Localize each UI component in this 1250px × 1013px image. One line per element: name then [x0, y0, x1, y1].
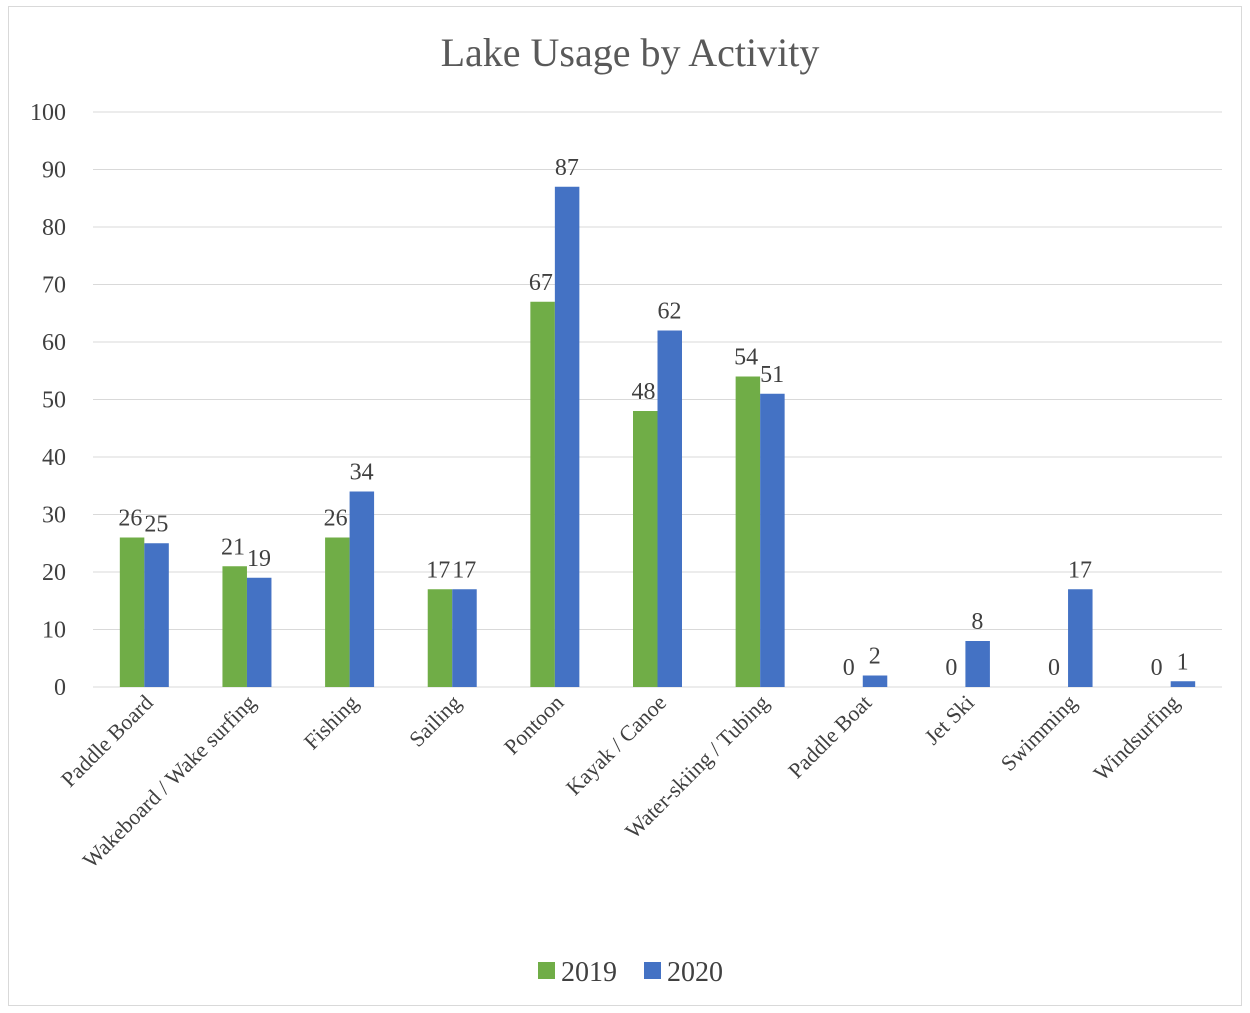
bar-2020: [246, 577, 272, 687]
bar-2020: [452, 589, 477, 687]
x-category-label: Windsurfing: [1089, 690, 1185, 786]
x-category-label: Swimming: [996, 690, 1082, 776]
legend-label-2019: 2019: [561, 957, 617, 988]
legend-swatch-2020: [644, 962, 661, 979]
data-label-2019: 0: [843, 655, 855, 681]
x-category-label: Sailing: [404, 690, 466, 752]
y-tick-label: 70: [42, 273, 66, 299]
data-label-2020: 34: [350, 460, 374, 486]
data-label-2020: 51: [760, 362, 784, 388]
bars: [119, 186, 1196, 687]
bar-2019: [633, 411, 658, 687]
data-label-2019: 54: [734, 345, 758, 371]
data-label-2019: 0: [1151, 655, 1163, 681]
x-category-label: Pontoon: [499, 690, 569, 760]
x-category-label: Fishing: [299, 690, 363, 754]
y-tick-label: 20: [42, 560, 66, 586]
bar-2020: [657, 330, 682, 687]
x-category-label: Wakeboard / Wake surfing: [78, 690, 261, 873]
legend-label-2020: 2020: [667, 957, 723, 988]
data-label-2019: 48: [632, 379, 656, 405]
y-tick-label: 40: [42, 445, 66, 471]
data-label-2020: 17: [452, 557, 476, 583]
data-label-2020: 62: [658, 299, 682, 325]
x-category-label: Jet Ski: [919, 690, 979, 750]
bar-2019: [119, 537, 145, 687]
bar-2019: [427, 589, 453, 687]
bar-2020: [144, 543, 169, 687]
data-label-2019: 26: [118, 506, 142, 532]
data-label-2019: 0: [945, 655, 957, 681]
data-label-2020: 19: [247, 546, 271, 572]
y-tick-label: 30: [42, 503, 66, 529]
x-category-label: Paddle Board: [56, 690, 158, 792]
y-tick-label: 80: [42, 215, 66, 241]
bar-2019: [530, 301, 555, 687]
y-tick-label: 60: [42, 330, 66, 356]
data-label-2019: 17: [426, 557, 450, 583]
bar-2020: [1068, 589, 1093, 687]
y-tick-label: 10: [42, 618, 66, 644]
data-label-2020: 25: [144, 511, 168, 537]
legend: 2019 2020: [538, 957, 723, 988]
x-category-label: Kayak / Canoe: [561, 690, 671, 800]
data-label-2020: 87: [555, 155, 579, 181]
data-label-2019: 21: [221, 534, 245, 560]
data-label-2019: 26: [324, 506, 348, 532]
bar-2020: [965, 641, 990, 687]
bar-2020: [1170, 681, 1196, 687]
y-tick-label: 100: [30, 100, 66, 126]
y-tick-label: 50: [42, 388, 66, 414]
y-tick-label: 0: [54, 675, 66, 701]
bar-2020: [862, 675, 888, 687]
bar-2020: [349, 491, 375, 687]
data-label-2019: 67: [529, 270, 553, 296]
bar-2019: [735, 376, 761, 687]
x-category-label: Paddle Boat: [783, 690, 876, 783]
bar-2020: [554, 186, 580, 687]
bar-2020: [760, 393, 785, 687]
legend-swatch-2019: [538, 962, 555, 979]
data-label-2019: 0: [1048, 655, 1060, 681]
data-label-2020: 8: [971, 609, 983, 635]
bar-2019: [325, 537, 350, 687]
gridlines: [93, 111, 1222, 688]
data-labels: 26 21 26 17 67 48 54 0 0 0 0 25 19 34 17 87 62 51 2 8 17 1: [118, 155, 1188, 681]
data-label-2020: 1: [1177, 649, 1189, 675]
y-axis-ticks: 0 10 20 30 40 50 60 70 80 90 100: [30, 100, 66, 701]
bar-2019: [222, 566, 247, 687]
data-label-2020: 2: [869, 644, 881, 670]
y-tick-label: 90: [42, 158, 66, 184]
chart-title: Lake Usage by Activity: [441, 30, 820, 75]
data-label-2020: 17: [1068, 557, 1092, 583]
chart-frame: [8, 6, 1242, 1006]
